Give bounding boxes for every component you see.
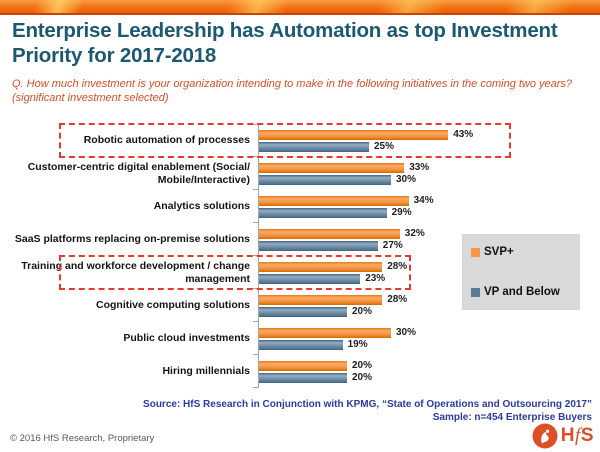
bar-value-label: 20% xyxy=(352,360,373,371)
highlight-box xyxy=(59,123,511,158)
bar-value-label: 34% xyxy=(413,195,434,206)
bar-value-label: 25% xyxy=(374,141,395,152)
bar-vp-and-below xyxy=(259,372,347,383)
category-label: Analytics solutions xyxy=(153,200,250,212)
source-line-2: Sample: n=454 Enterprise Buyers xyxy=(432,412,592,423)
bar-value-label: 20% xyxy=(352,372,373,383)
bar-value-label: 43% xyxy=(453,129,474,140)
bar-line: 20% xyxy=(259,360,600,371)
chart-legend: SVP+ VP and Below xyxy=(462,234,580,310)
bar-line: 19% xyxy=(259,339,600,350)
bar-value-label: 23% xyxy=(365,273,386,284)
source-note: Source: HfS Research in Conjunction with… xyxy=(32,398,592,424)
category-label: Hiring millennials xyxy=(162,365,250,377)
bar-value-label: 27% xyxy=(382,240,403,251)
bar-line: 33% xyxy=(259,162,600,173)
bar-line: 25% xyxy=(259,141,600,152)
chart-rows: Robotic automation of processes 43% 25% Cus… xyxy=(0,123,600,388)
bar-line: 27% xyxy=(259,240,600,251)
survey-question: Q. How much investment is your organizat… xyxy=(12,78,573,104)
hfs-logo-icon xyxy=(532,423,558,449)
bar-value-label: 30% xyxy=(396,327,417,338)
chart-row: Training and workforce development / cha… xyxy=(0,256,600,289)
bar-group: 33% 30% xyxy=(253,157,600,190)
category-label: Public cloud investments xyxy=(123,332,250,344)
chart-row: Hiring millennials 20% 20% xyxy=(0,355,600,388)
bar-vp-and-below xyxy=(259,174,391,185)
bar-line: 28% xyxy=(259,261,600,272)
bar-value-label: 30% xyxy=(396,174,417,185)
category-label: SaaS platforms replacing on-premise solu… xyxy=(14,233,250,245)
chart-row: Robotic automation of processes 43% 25% xyxy=(0,124,600,157)
bar-group: 34% 29% xyxy=(253,190,600,223)
bar-group: 30% 19% xyxy=(253,322,600,355)
bar-vp-and-below xyxy=(259,273,361,284)
legend-item: VP and Below xyxy=(471,286,571,298)
category-label: Robotic automation of processes xyxy=(83,134,250,146)
bar-line: 34% xyxy=(259,195,600,206)
chart-row: Analytics solutions 34% 29% xyxy=(0,190,600,223)
chart-row: Public cloud investments 30% 19% xyxy=(0,322,600,355)
category-label: Customer-centric digital enablement (Soc… xyxy=(27,160,250,186)
bar-vp-and-below xyxy=(259,240,378,251)
legend-item: SVP+ xyxy=(471,246,571,258)
bar-vp-and-below xyxy=(259,141,369,152)
bar-vp-and-below xyxy=(259,207,387,218)
bar-line: 20% xyxy=(259,306,600,317)
bar-svp xyxy=(259,195,409,206)
chart-row: Cognitive computing solutions 28% 20% xyxy=(0,289,600,322)
bar-value-label: 29% xyxy=(391,207,412,218)
bar-svp xyxy=(259,327,391,338)
legend-swatch-icon xyxy=(471,287,480,297)
bar-line: 32% xyxy=(259,228,600,239)
category-label: Cognitive computing solutions xyxy=(96,299,250,311)
bar-svp xyxy=(259,129,449,140)
bar-group: 28% 20% xyxy=(253,289,600,322)
bar-value-label: 20% xyxy=(352,306,373,317)
bar-svp xyxy=(259,294,383,305)
highlight-box xyxy=(59,255,411,290)
hfs-logo: HfS xyxy=(532,423,594,449)
bar-svp xyxy=(259,162,405,173)
bar-line: 43% xyxy=(259,129,600,140)
bar-group: 20% 20% xyxy=(253,355,600,388)
top-banner xyxy=(0,0,600,15)
bar-vp-and-below xyxy=(259,306,347,317)
bar-line: 30% xyxy=(259,327,600,338)
bar-value-label: 32% xyxy=(404,228,425,239)
bar-value-label: 28% xyxy=(387,261,408,272)
bar-value-label: 28% xyxy=(387,294,408,305)
bar-line: 28% xyxy=(259,294,600,305)
bar-line: 29% xyxy=(259,207,600,218)
chart-row: Customer-centric digital enablement (Soc… xyxy=(0,157,600,190)
bar-line: 30% xyxy=(259,174,600,185)
copyright-note: © 2016 HfS Research, Proprietary xyxy=(10,433,155,444)
bar-value-label: 33% xyxy=(409,162,430,173)
bar-chart: Robotic automation of processes 43% 25% Cus… xyxy=(0,123,600,388)
bar-svp xyxy=(259,261,383,272)
chart-row: SaaS platforms replacing on-premise solu… xyxy=(0,223,600,256)
bar-vp-and-below xyxy=(259,339,343,350)
legend-swatch-icon xyxy=(471,247,480,257)
bar-svp xyxy=(259,360,347,371)
bar-line: 23% xyxy=(259,273,600,284)
bar-value-label: 19% xyxy=(347,339,368,350)
bar-svp xyxy=(259,228,400,239)
bar-line: 20% xyxy=(259,372,600,383)
category-label: Training and workforce development / cha… xyxy=(21,259,250,285)
source-line-1: Source: HfS Research in Conjunction with… xyxy=(143,399,592,410)
hfs-logo-text: HfS xyxy=(560,425,594,446)
page-title: Enterprise Leadership has Automation as … xyxy=(12,19,558,67)
legend-label: VP and Below xyxy=(484,286,560,298)
legend-label: SVP+ xyxy=(484,246,514,258)
